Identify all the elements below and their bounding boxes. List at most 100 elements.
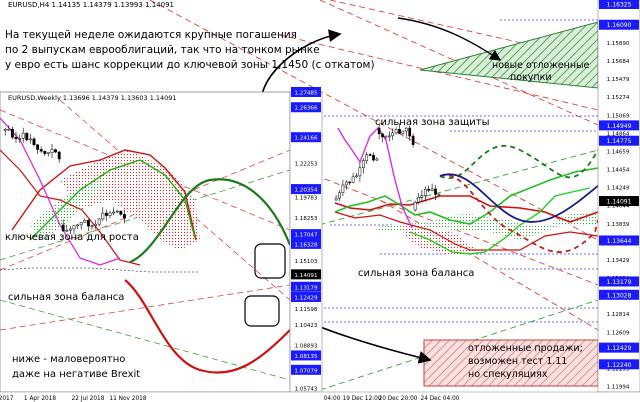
main-level-badge (599, 289, 639, 300)
sell-zone-box (423, 339, 599, 387)
intro-annotation: На текущей неделе ожидаются крупные пога… (5, 28, 375, 73)
main-time-label: 24 Dec 04:00 (421, 396, 460, 402)
candle-body (411, 135, 415, 145)
main-tick-label: 1.14454 (607, 168, 630, 174)
inset-tick-label: 1.10423 (295, 323, 318, 329)
unlikely-annotation: ниже - маловероятно даже на негативе Bre… (12, 352, 140, 382)
main-tick-label: 1.15069 (607, 113, 630, 119)
inset-level-label: 1.07079 (294, 368, 318, 374)
inset-forecast-red (124, 279, 291, 374)
main-time-label: 20 Dec 20:00 (379, 396, 418, 402)
inset-time-label: 11 Nov 2018 (109, 396, 146, 402)
arrow-to-buy-zone (397, 17, 502, 61)
inset-level-badge (291, 291, 321, 302)
main-level-label: 1.13179 (607, 279, 632, 286)
candle-body (10, 128, 14, 138)
candle-body (83, 220, 87, 223)
main-level-badge (599, 359, 639, 370)
candle-body (112, 211, 116, 214)
main-tick-label: 1.12814 (607, 312, 630, 318)
trendline-red-1 (149, 0, 599, 241)
sell-line-3: но спекуляциях (468, 369, 548, 380)
candle-body (122, 214, 126, 219)
main-level-label: 1.14775 (607, 138, 632, 145)
candle-body (36, 144, 40, 150)
main-tick-label: 1.11994 (607, 385, 630, 391)
inset-level-badge (291, 87, 321, 97)
candle-body (423, 189, 427, 196)
inset-level-badge (291, 229, 321, 240)
candle-body (97, 218, 101, 225)
candle-body (21, 132, 25, 139)
main-header: EURUSD,H4 1.14135 1.14379 1.13993 1.1409… (8, 1, 174, 9)
inset-level-label: 1.20354 (294, 188, 318, 194)
candle-body (358, 167, 362, 177)
main-level-badge (599, 0, 639, 9)
candle-body (104, 212, 108, 216)
candle-body (32, 138, 36, 145)
main-time-label: 19 Dec 12:00 (343, 396, 382, 402)
key-zone-label: ключевая зона для роста (5, 232, 139, 243)
main-time-label: 04:00 (324, 396, 341, 402)
inset-tick-label: 1.22253 (295, 162, 318, 168)
main-level-label: 1.12429 (607, 345, 632, 352)
candle-body (355, 175, 358, 178)
intro-line-1: На текущей неделе ожидаются крупные пога… (5, 29, 298, 41)
main-level-badge (599, 120, 639, 131)
candle-body (7, 128, 11, 131)
main-tick-label: 1.15274 (607, 95, 630, 101)
candle-body (54, 149, 58, 153)
inset-level-label: 1.24166 (294, 136, 318, 142)
candle-body (61, 224, 65, 232)
protection-zone-label: сильная зона защиты (375, 117, 490, 128)
main-tick-label: 1.15684 (607, 59, 630, 65)
inset-level-label: 1.26366 (294, 106, 318, 112)
candle-body (90, 225, 94, 227)
forecast-red-dashed (439, 174, 599, 253)
candle-body (361, 160, 365, 169)
inset-level-label: 1.16328 (294, 242, 318, 248)
inset-level-badge (291, 364, 321, 375)
inset-header: EURUSD,Weekly 1.13696 1.14379 1.13603 1.… (8, 94, 177, 102)
candle-body (18, 138, 22, 140)
main-level-label: 1.13028 (607, 292, 632, 299)
inset-level-label: 1.14091 (294, 273, 318, 279)
candle-body (430, 188, 434, 191)
main-price-axis (597, 0, 640, 393)
main-tick-label: 1.14659 (607, 149, 630, 155)
candle-body (408, 127, 412, 137)
main-level-label: 1.14949 (607, 123, 632, 130)
main-tick-label: 1.12609 (607, 330, 630, 336)
candle-body (365, 154, 369, 161)
candle-body (341, 184, 345, 193)
chikou-line (409, 187, 591, 255)
inset-forecast-green (129, 178, 292, 264)
candle-body (348, 181, 352, 184)
main-level-badge (599, 135, 639, 146)
candle-body (413, 201, 417, 211)
candle-body (39, 149, 43, 152)
main-tick-label: 1.15890 (607, 41, 630, 47)
inset-level-badge (291, 184, 321, 195)
candle-body (28, 138, 32, 141)
intro-line-2: по 2 выпускам еврооблигаций, так что на … (5, 44, 320, 56)
inset-tick-label: 1.19783 (295, 195, 318, 201)
inset-tick-label: 1.15103 (295, 259, 318, 265)
inset-level-badge (291, 350, 321, 361)
candle-body (25, 132, 29, 141)
candle-body (3, 128, 7, 131)
candle-body (43, 150, 47, 154)
candle-body (65, 229, 69, 232)
candle-body (101, 212, 105, 220)
inset-candles (3, 125, 126, 235)
unlikely-line-2: даже на негативе Brexit (12, 369, 141, 380)
inset-time-label: 1 Apr 2018 (24, 396, 56, 402)
main-indicator-lines (334, 126, 599, 255)
candle-body (334, 197, 338, 201)
candle-body (50, 149, 54, 153)
trendline-green-2 (319, 299, 599, 391)
magenta-line (337, 126, 413, 229)
candle-body (86, 220, 90, 227)
trendline-red-5 (329, 0, 599, 61)
